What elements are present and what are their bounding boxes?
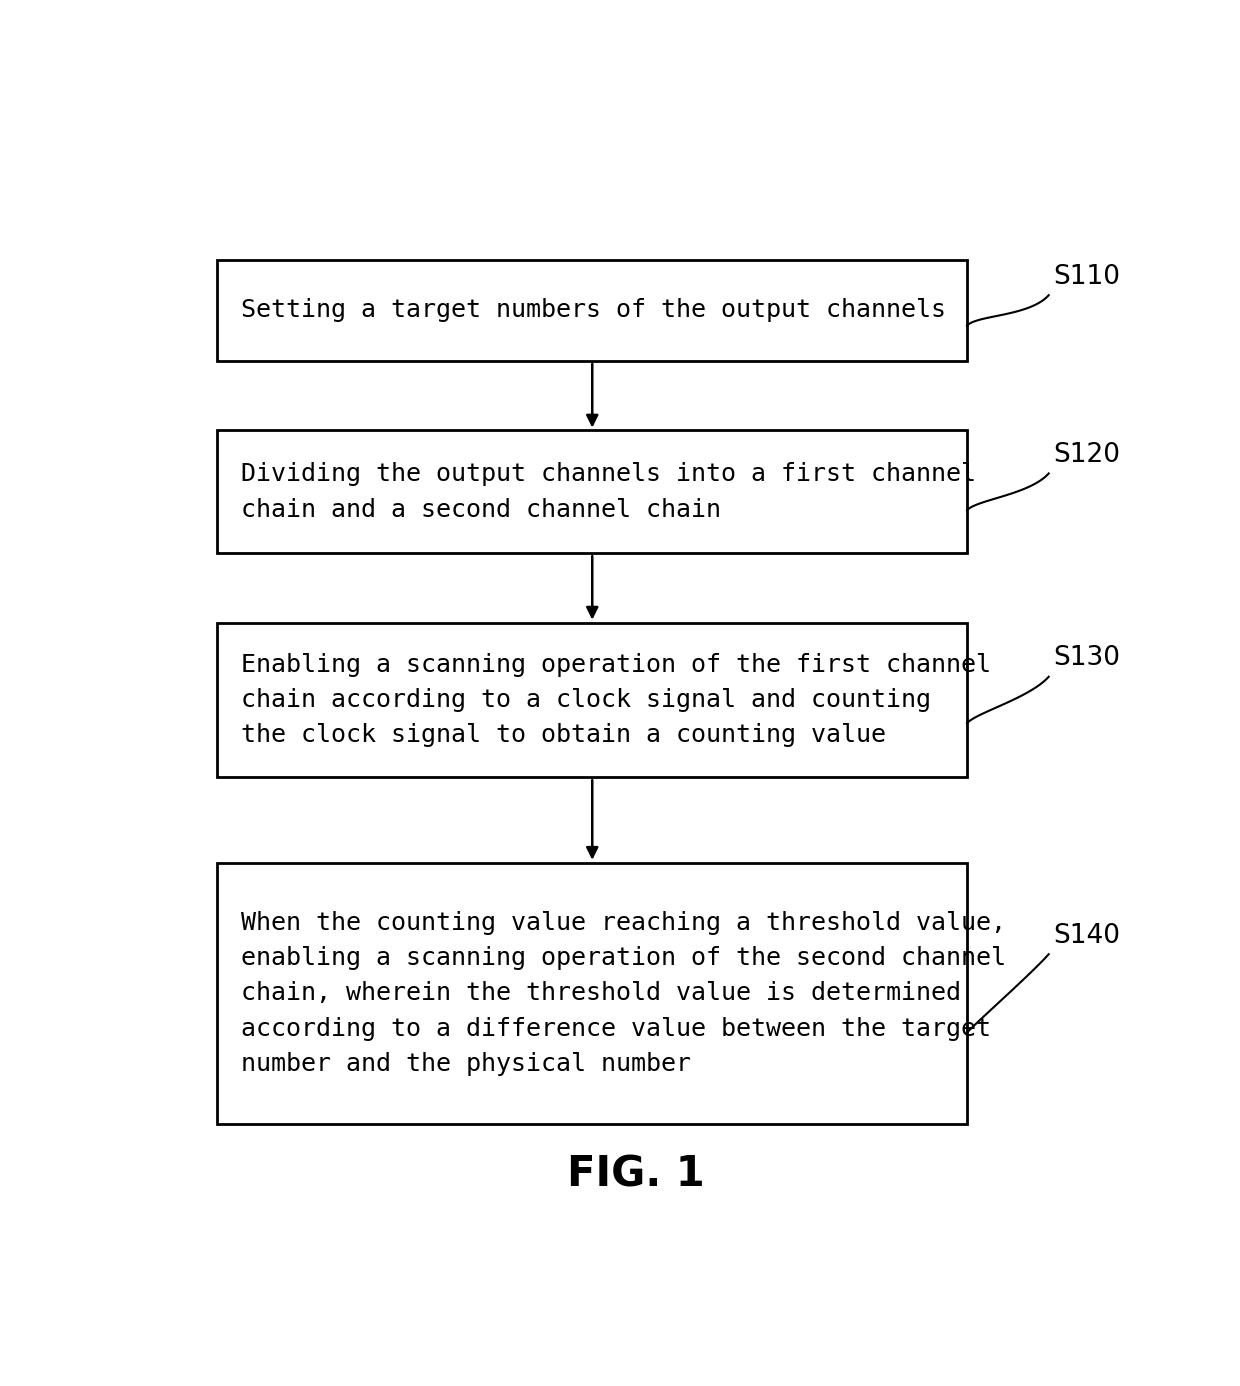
Text: S140: S140: [1054, 923, 1121, 949]
Bar: [217, 862, 967, 1124]
Bar: [217, 431, 967, 553]
Text: Enabling a scanning operation of the first channel
chain according to a clock si: Enabling a scanning operation of the fir…: [242, 653, 992, 747]
Text: Dividing the output channels into a first channel
chain and a second channel cha: Dividing the output channels into a firs…: [242, 462, 976, 521]
Bar: [217, 259, 967, 362]
Text: S120: S120: [1054, 442, 1121, 468]
Text: When the counting value reaching a threshold value,
enabling a scanning operatio: When the counting value reaching a thres…: [242, 911, 1007, 1076]
Text: S110: S110: [1054, 263, 1121, 290]
Text: Setting a target numbers of the output channels: Setting a target numbers of the output c…: [242, 298, 946, 323]
Bar: [217, 622, 967, 778]
Text: S130: S130: [1054, 646, 1121, 671]
Text: FIG. 1: FIG. 1: [567, 1153, 704, 1196]
